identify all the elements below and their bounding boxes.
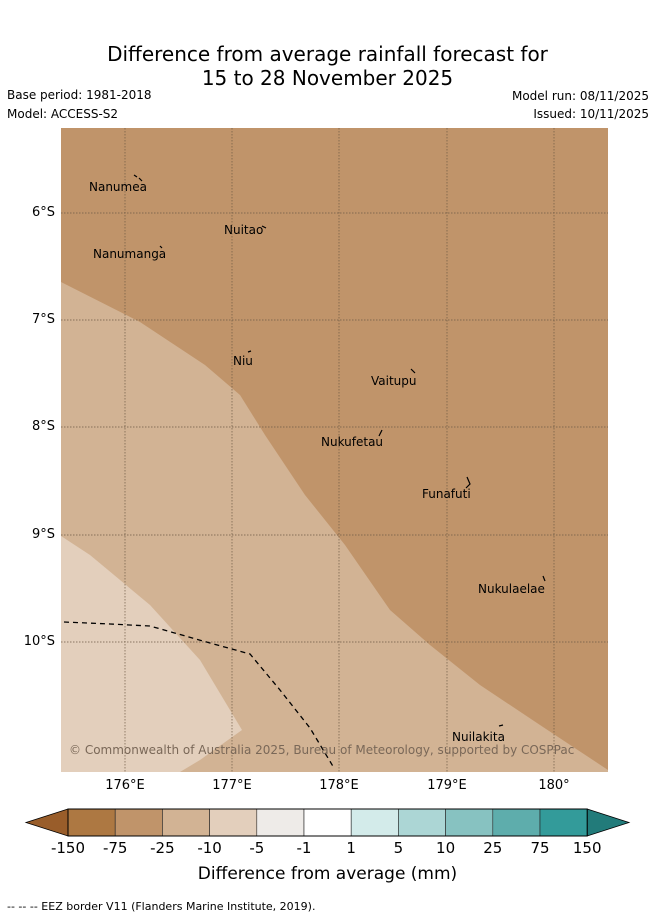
colorbar-swatch: [209, 808, 258, 837]
lon-label-178e: 178°E: [319, 778, 359, 793]
colorbar-tick-label: -1: [296, 839, 312, 857]
colorbar-tick-label: 75: [530, 839, 550, 857]
colorbar-tick-label: -25: [150, 839, 175, 857]
eez-footnote: -- -- -- EEZ border V11 (Flanders Marine…: [7, 900, 316, 913]
island-label-vaitupu: Vaitupu: [371, 374, 417, 388]
colorbar-swatch: [445, 808, 494, 837]
colorbar-tick-label: 1: [346, 839, 356, 857]
island-mark-nuitao: [261, 225, 267, 229]
island-label-nuitao: Nuitao: [224, 223, 264, 237]
island-label-nanumanga: Nanumanga: [93, 247, 167, 261]
lat-label-10s: 10°S: [23, 634, 55, 649]
colorbar-title: Difference from average (mm): [197, 864, 458, 884]
colorbar-over-arrow: [586, 808, 631, 837]
colorbar-tick-label: -10: [197, 839, 222, 857]
island-mark-nuilakita: [498, 724, 504, 727]
island-label-nanumea: Nanumea: [89, 180, 147, 194]
island-label-niu: Niu: [233, 354, 253, 368]
base-period: Base period: 1981-2018: [7, 88, 152, 102]
colorbar-outline: [67, 808, 588, 837]
lon-label-176e: 176°E: [105, 778, 145, 793]
colorbar-swatch: [303, 808, 352, 837]
colorbar-tick-label: -75: [102, 839, 128, 857]
island-label-funafuti: Funafuti: [422, 487, 471, 501]
island-label-nukufetau: Nukufetau: [321, 435, 384, 449]
island-mark-nanumanga: [159, 245, 163, 249]
model-run: Model run: 08/11/2025: [511, 89, 649, 103]
map-title-line2: 15 to 28 November 2025: [201, 66, 454, 90]
band-minus-10-to-25: [61, 282, 608, 772]
island-label-nuilakita: Nuilakita: [452, 730, 505, 744]
island-mark-vaitupu: [410, 368, 416, 374]
lat-label-8s: 8°S: [31, 419, 55, 434]
issued-date: Issued: 10/11/2025: [533, 107, 649, 121]
colorbar-swatch: [162, 808, 210, 837]
model-name: Model: ACCESS-S2: [7, 107, 119, 121]
colorbar-tick-label: 25: [483, 839, 503, 857]
lon-label-180: 180°: [538, 778, 570, 793]
colorbar-tick-label: 5: [393, 839, 404, 857]
colorbar-swatch: [256, 808, 305, 837]
colorbar-tick-label: -5: [249, 839, 265, 857]
colorbar-swatch: [492, 808, 541, 837]
lon-label-177e: 177°E: [212, 778, 252, 793]
colorbar-swatch: [539, 808, 588, 837]
island-mark-nanumea: [133, 174, 138, 178]
colorbar-swatch: [114, 808, 163, 837]
colorbar-swatch: [67, 808, 116, 837]
copyright-notice: © Commonwealth of Australia 2025, Bureau…: [69, 743, 575, 757]
island-label-nukulaelae: Nukulaelae: [478, 582, 545, 596]
rainfall-shading: [61, 128, 608, 772]
island-mark-funafuti: [465, 476, 471, 489]
graticule: [61, 128, 608, 772]
band-minus-5-to-10: [61, 536, 242, 772]
map-title-line1: Difference from average rainfall forecas…: [107, 42, 548, 66]
island-mark-nukufetau: [378, 429, 383, 437]
lat-label-6s: 6°S: [31, 205, 55, 220]
lat-label-9s: 9°S: [31, 527, 55, 542]
colorbar-tick-label: 10: [436, 839, 456, 857]
island-mark-niu: [247, 350, 252, 353]
island-mark-nukulaelae: [542, 575, 546, 582]
colorbar: [24, 808, 631, 837]
lon-label-179e: 179°E: [427, 778, 467, 793]
colorbar-tick-label: 150: [572, 839, 602, 857]
island-mark-nanumea-2: [138, 177, 143, 182]
island-outlines: [133, 174, 546, 727]
colorbar-under-arrow: [24, 808, 69, 837]
lat-label-7s: 7°S: [31, 312, 55, 327]
colorbar-tick-label: -150: [50, 839, 86, 857]
colorbar-swatch: [350, 808, 399, 837]
colorbar-swatch: [398, 808, 446, 837]
